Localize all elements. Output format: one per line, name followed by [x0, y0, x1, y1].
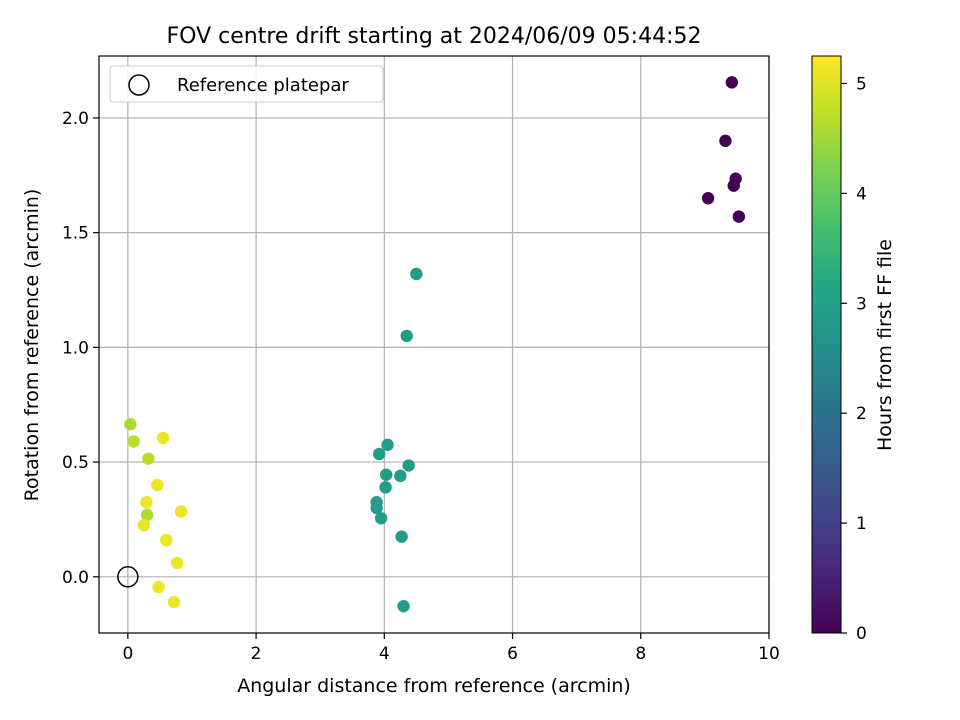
x-axis-label: Angular distance from reference (arcmin) — [237, 675, 631, 697]
grid-lines — [99, 56, 770, 633]
reference-platepar-marker — [117, 566, 139, 588]
colorbar-tick-label: 0 — [856, 624, 867, 644]
data-point — [410, 267, 423, 281]
data-point — [152, 580, 165, 594]
data-point — [140, 496, 153, 509]
colorbar-tick-label: 2 — [856, 404, 867, 424]
colorbar-tick-label: 5 — [856, 74, 867, 94]
colorbar-tick-label: 3 — [856, 294, 867, 314]
data-point — [151, 478, 164, 492]
data-point — [140, 508, 154, 522]
y-axis-label: Rotation from reference (arcmin) — [21, 189, 43, 502]
y-axis-ticks: 0.0 0.5 1.0 1.5 2.0 — [62, 109, 99, 588]
x-axis-ticks: 0 2 4 6 8 10 — [122, 633, 780, 664]
data-point — [719, 134, 732, 148]
legend-box — [109, 65, 384, 103]
data-point — [142, 452, 155, 465]
legend: Reference platepar — [109, 65, 384, 103]
data-point — [370, 501, 383, 515]
colorbar-ticks: 0 1 2 3 4 5 — [841, 74, 867, 644]
y-tick-label: 1.5 — [62, 224, 89, 244]
data-point — [380, 468, 393, 481]
y-tick-label: 0.0 — [62, 568, 89, 588]
x-tick-label: 10 — [758, 644, 780, 664]
x-tick-label: 8 — [635, 644, 646, 664]
colorbar: 0 1 2 3 4 5 Hours from first FF file — [811, 55, 896, 644]
data-point — [732, 210, 746, 223]
data-point — [394, 469, 407, 483]
data-point — [124, 418, 137, 431]
data-point — [701, 192, 715, 205]
legend-label: Reference platepar — [177, 75, 349, 96]
y-tick-label: 0.5 — [62, 453, 89, 473]
x-tick-label: 2 — [251, 644, 262, 664]
data-point — [174, 505, 188, 518]
data-point — [402, 459, 415, 472]
colorbar-label: Hours from first FF file — [874, 239, 896, 451]
plot-frame — [98, 55, 770, 634]
colorbar-tick-label: 4 — [856, 184, 867, 204]
colorbar-tick-label: 1 — [856, 514, 867, 534]
data-point — [400, 329, 413, 343]
chart-title: FOV centre drift starting at 2024/06/09 … — [167, 24, 702, 49]
data-point — [397, 599, 410, 613]
data-point — [395, 530, 408, 543]
data-point — [381, 438, 394, 452]
data-point — [727, 179, 740, 192]
data-points — [124, 76, 746, 613]
data-point — [379, 481, 392, 494]
data-point — [171, 556, 184, 570]
data-point — [725, 76, 739, 89]
data-point — [137, 518, 151, 532]
y-tick-label: 1.0 — [62, 338, 89, 358]
colorbar-gradient — [811, 55, 842, 634]
data-point — [127, 435, 140, 448]
data-point — [160, 533, 173, 547]
data-point — [156, 431, 170, 445]
y-tick-label: 2.0 — [62, 109, 89, 129]
x-tick-label: 4 — [379, 644, 390, 664]
data-point — [372, 447, 386, 461]
reference-marker — [117, 566, 139, 588]
data-point — [374, 512, 388, 525]
x-tick-label: 0 — [122, 644, 133, 664]
legend-marker-icon — [128, 74, 150, 96]
data-point — [167, 595, 181, 609]
x-tick-label: 6 — [507, 644, 518, 664]
